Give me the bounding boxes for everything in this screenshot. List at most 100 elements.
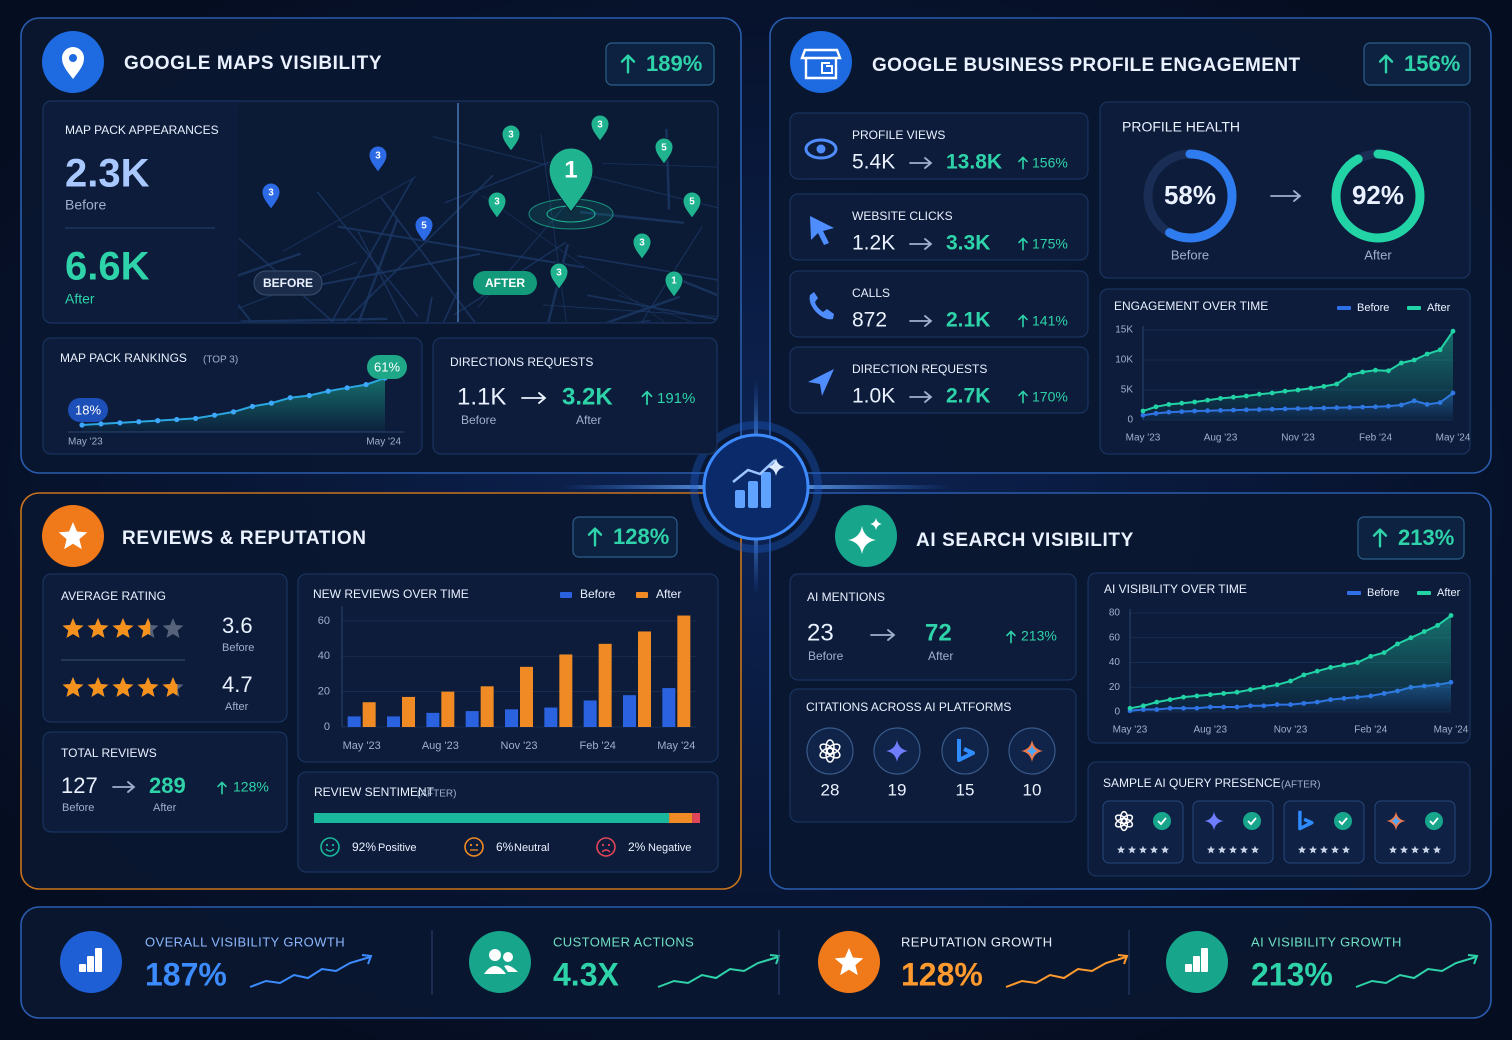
star-full [112, 618, 134, 638]
card [297, 573, 719, 763]
card-title: SAMPLE AI QUERY PRESENCE [1103, 776, 1281, 790]
series-dot [1437, 347, 1443, 353]
presence-star [1389, 845, 1397, 854]
up-arrow [217, 781, 227, 795]
road [540, 134, 570, 322]
navigate-icon [808, 369, 834, 396]
y-tick-label: 40 [318, 650, 330, 662]
growth-value: 213% [1398, 525, 1454, 550]
pin-label: 5 [421, 221, 427, 232]
hub-bar [761, 472, 771, 508]
ring-value: 92% [1352, 180, 1404, 210]
legend-swatch [1417, 591, 1431, 595]
y-tick-label: 20 [1109, 682, 1121, 693]
y-tick-label: 80 [1109, 608, 1121, 619]
metric-label: WEBSITE CLICKS [852, 209, 953, 223]
series-dot [1166, 402, 1172, 407]
card-title: CITATIONS ACROSS AI PLATFORMS [806, 700, 1011, 714]
sentiment-value: 92% [352, 840, 376, 854]
y-tick-label: 60 [318, 615, 330, 627]
panel-title: GOOGLE MAPS VISIBILITY [124, 53, 382, 74]
bar [426, 712, 440, 727]
after-label: After [153, 802, 177, 814]
series-dot [1234, 689, 1240, 695]
growth-value: 189% [646, 51, 702, 76]
pin-label: 5 [689, 197, 695, 208]
sparkline-head [1467, 954, 1479, 965]
bar [583, 700, 597, 727]
sentiment-segment [314, 813, 670, 823]
series-dot [1261, 684, 1267, 690]
x-tick-label: Aug '23 [1193, 725, 1227, 736]
sparkle-icon [848, 526, 876, 554]
series-dot [1127, 705, 1133, 711]
metric-after: 2.7K [946, 385, 990, 408]
series-dot [1424, 351, 1430, 357]
series-dot [1153, 404, 1159, 410]
bar [441, 691, 455, 727]
sparkle-icon [870, 518, 882, 530]
growth-badge [605, 42, 715, 86]
x-tick-label: May '23 [1126, 433, 1161, 444]
series-dot [1448, 613, 1454, 618]
ranking-dot [249, 403, 256, 410]
bar [677, 615, 691, 727]
map [238, 103, 717, 322]
first-badge [68, 398, 108, 422]
summary-icon [469, 931, 531, 993]
ranking-dot [193, 415, 199, 422]
bar [362, 702, 376, 727]
summary-bar [79, 964, 86, 972]
y-tick-label: 60 [1109, 632, 1121, 643]
series-dot [1154, 699, 1160, 705]
ai-icon-petal [819, 743, 834, 755]
legend-swatch [636, 592, 648, 598]
presence-star [1422, 845, 1430, 854]
metric-after: 13.8K [946, 151, 1002, 174]
series-dot [1360, 369, 1365, 375]
metric-before: 1.0K [852, 385, 895, 408]
up-arrow [1372, 528, 1388, 548]
card-note: (AFTER) [417, 789, 456, 800]
road [587, 294, 717, 322]
ranking-dot [211, 412, 218, 418]
series-dot [1341, 662, 1347, 668]
check-mark [1338, 817, 1348, 826]
card-note: (AFTER) [1281, 780, 1320, 791]
summary-value: 187% [145, 956, 227, 992]
road [337, 225, 585, 269]
y-tick-label: 20 [318, 686, 330, 698]
metric-growth: 213% [1021, 628, 1057, 644]
summary-sparkline [1005, 956, 1127, 988]
platform-badge [806, 727, 854, 775]
sentiment-name: Neutral [514, 842, 549, 854]
presence-star [1400, 845, 1408, 854]
panel-title: GOOGLE BUSINESS PROFILE ENGAGEMENT [872, 55, 1300, 76]
road [379, 196, 554, 322]
pin-label: 3 [268, 188, 274, 199]
ring-value: 58% [1164, 180, 1216, 210]
map-pin [632, 232, 652, 260]
ring-arc [1331, 149, 1425, 243]
presence-star [1150, 845, 1158, 854]
right-arrow [521, 392, 547, 404]
up-arrow [1018, 314, 1028, 328]
star-full [162, 677, 178, 697]
after-label: After [1364, 247, 1392, 262]
series-dot [1408, 635, 1414, 641]
before-tag [253, 270, 323, 296]
card-title: PROFILE HEALTH [1122, 119, 1240, 135]
check-mark [1157, 817, 1167, 826]
metric-label: TOTAL REVIEWS [61, 746, 157, 760]
card [789, 112, 1089, 180]
ranking-dot [79, 422, 85, 428]
summary-value: 128% [901, 956, 983, 992]
growth-value: 128% [613, 524, 669, 549]
road [316, 191, 419, 317]
rating-stars [62, 618, 184, 638]
star-full [62, 618, 84, 638]
series-dot [1386, 368, 1391, 374]
road [350, 219, 399, 322]
hub-glow [690, 421, 822, 553]
